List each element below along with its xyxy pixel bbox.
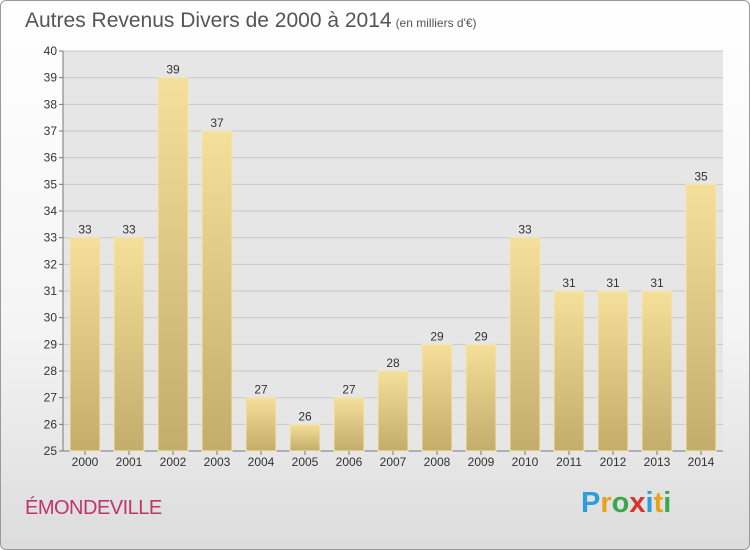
- bar: [69, 237, 101, 452]
- x-tick-label: 2013: [644, 455, 671, 469]
- bar: [289, 423, 321, 452]
- data-label: 26: [298, 409, 312, 423]
- bar: [113, 237, 145, 452]
- y-tick-label: 31: [44, 284, 58, 298]
- y-tick-label: 32: [44, 257, 58, 271]
- x-tick-label: 2002: [160, 455, 187, 469]
- data-label: 29: [430, 329, 444, 343]
- x-tick-label: 2005: [292, 455, 319, 469]
- logo-letter: t: [653, 487, 664, 519]
- logo-letter: o: [611, 487, 630, 519]
- y-tick-label: 39: [44, 71, 58, 85]
- y-tick-label: 34: [44, 204, 58, 218]
- title-text: Autres Revenus Divers de 2000 à 2014: [25, 9, 392, 32]
- y-tick-label: 40: [44, 44, 58, 58]
- bar: [685, 183, 717, 452]
- x-tick-label: 2001: [116, 455, 143, 469]
- x-tick-label: 2014: [688, 455, 715, 469]
- data-label: 29: [474, 329, 488, 343]
- bar: [333, 397, 365, 452]
- bar: [377, 370, 409, 452]
- x-tick-label: 2000: [72, 455, 99, 469]
- bar: [465, 343, 497, 452]
- y-tick-label: 30: [44, 311, 58, 325]
- x-tick-label: 2012: [600, 455, 627, 469]
- data-label: 33: [78, 223, 92, 237]
- bar: [201, 130, 233, 452]
- y-tick-label: 29: [44, 337, 58, 351]
- x-tick-label: 2008: [424, 455, 451, 469]
- place-name: ÉMONDEVILLE: [25, 497, 162, 519]
- y-tick-label: 35: [44, 177, 58, 191]
- data-label: 31: [562, 276, 576, 290]
- bar: [421, 343, 453, 452]
- x-tick-label: 2006: [336, 455, 363, 469]
- bar: [245, 397, 277, 452]
- proxiti-logo: Proxiti: [581, 487, 671, 520]
- y-tick-label: 33: [44, 231, 58, 245]
- data-label: 39: [166, 63, 180, 77]
- y-tick-label: 37: [44, 124, 58, 138]
- x-tick-label: 2009: [468, 455, 495, 469]
- data-label: 28: [386, 356, 400, 370]
- logo-letter: r: [600, 487, 612, 519]
- bar: [553, 290, 585, 452]
- logo-letter: P: [581, 487, 601, 519]
- bar: [509, 237, 541, 452]
- data-label: 31: [650, 276, 664, 290]
- y-tick-label: 26: [44, 417, 58, 431]
- data-label: 35: [694, 169, 708, 183]
- x-tick-label: 2010: [512, 455, 539, 469]
- x-tick-label: 2003: [204, 455, 231, 469]
- y-tick-label: 28: [44, 364, 58, 378]
- data-label: 37: [210, 116, 224, 130]
- y-tick-label: 25: [44, 444, 58, 458]
- bar: [597, 290, 629, 452]
- x-tick-label: 2004: [248, 455, 275, 469]
- x-tick-label: 2011: [556, 455, 582, 469]
- logo-letter: i: [663, 487, 672, 519]
- data-label: 31: [606, 276, 620, 290]
- y-tick-label: 38: [44, 97, 58, 111]
- logo-letter: i: [645, 487, 654, 519]
- x-tick-label: 2007: [380, 455, 407, 469]
- y-tick-label: 27: [44, 391, 58, 405]
- title-unit: (en milliers d'€): [395, 16, 477, 30]
- data-label: 27: [254, 383, 268, 397]
- chart-title: Autres Revenus Divers de 2000 à 2014 (en …: [25, 9, 477, 33]
- data-label: 27: [342, 383, 356, 397]
- bar: [157, 77, 189, 452]
- bar: [641, 290, 673, 452]
- y-tick-label: 36: [44, 151, 58, 165]
- data-label: 33: [122, 223, 136, 237]
- data-label: 33: [518, 223, 532, 237]
- logo-letter: x: [629, 487, 646, 519]
